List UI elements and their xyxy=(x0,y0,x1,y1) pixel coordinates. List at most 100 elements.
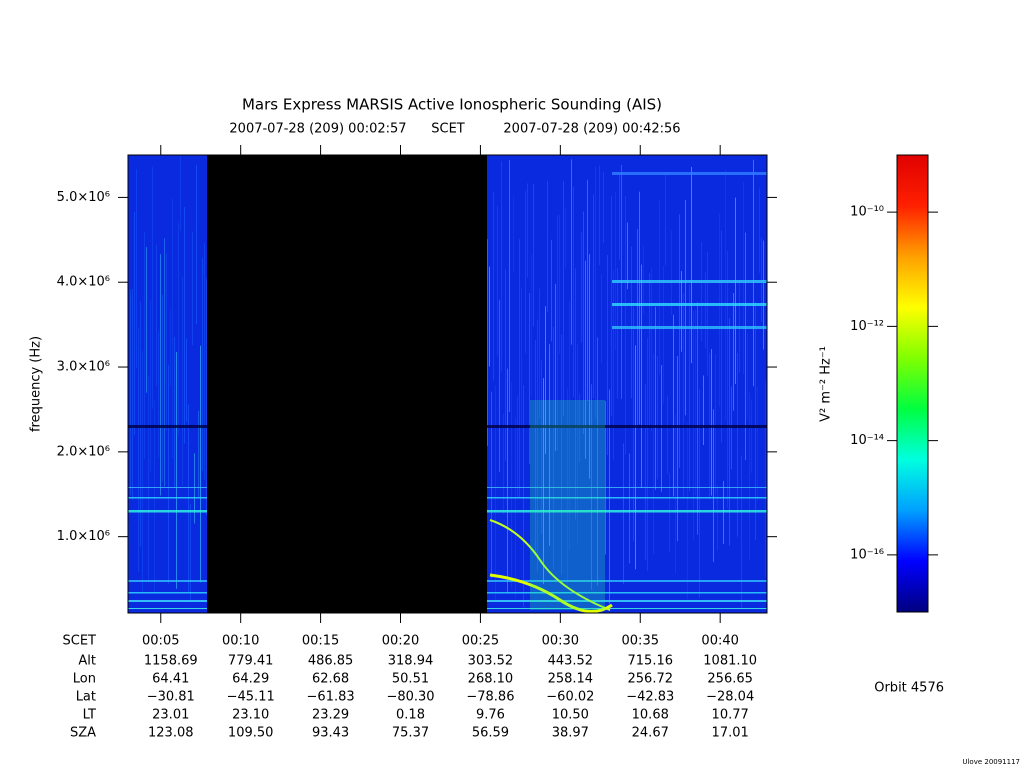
ephemeris-value: −60.02 xyxy=(546,690,594,705)
spectrogram-streak xyxy=(541,360,542,534)
spectrogram-streak xyxy=(665,174,666,266)
spectrogram-streak xyxy=(152,166,153,409)
spectrogram-trace xyxy=(489,573,613,613)
ephemeris-value: 56.59 xyxy=(472,726,509,741)
spectrogram-streak xyxy=(675,414,676,574)
spectrogram-streak xyxy=(503,413,504,514)
colorbar-tick-label: 10⁻¹⁰ xyxy=(850,205,884,220)
spectrogram-streak xyxy=(537,319,538,573)
spectrogram-line xyxy=(612,303,767,306)
plot-frame xyxy=(127,154,768,614)
spectrogram-streak xyxy=(589,254,590,479)
colorbar-label: V² m⁻² Hz⁻¹ xyxy=(819,346,834,422)
spectrogram-streak xyxy=(643,245,644,314)
ephemeris-value: 123.08 xyxy=(148,726,194,741)
colorbar xyxy=(896,154,929,613)
spectrogram-streak xyxy=(158,331,159,458)
x-tick-label: 00:20 xyxy=(382,634,419,649)
spectrogram-streak xyxy=(557,215,558,451)
colorbar-tick-label: 10⁻¹⁶ xyxy=(850,547,884,562)
spectrogram-streak xyxy=(753,159,754,387)
spectrogram-streak xyxy=(727,250,728,508)
spectrogram-streak xyxy=(511,382,512,588)
spectrogram-line xyxy=(612,280,767,283)
spectrogram-streak xyxy=(629,453,630,564)
spectrogram-streak xyxy=(635,345,636,570)
spectrogram-streak xyxy=(545,306,546,454)
spectrogram-streak xyxy=(493,191,494,381)
spectrogram-streak xyxy=(539,288,540,419)
spectrogram-streak xyxy=(653,353,654,555)
spectrogram-streak xyxy=(206,278,207,516)
spectrogram-streak xyxy=(523,385,524,607)
spectrogram-streak xyxy=(659,200,660,376)
ephemeris-value: 1081.10 xyxy=(703,654,757,669)
spectrogram-streak xyxy=(699,388,700,598)
spectrogram-streak xyxy=(571,159,572,345)
credit: Ulove 20091117 xyxy=(962,758,1020,766)
y-tick-label: 4.0×10⁶ xyxy=(57,275,110,290)
spectrogram-streak xyxy=(519,239,520,498)
ephemeris-label: LT xyxy=(83,708,96,723)
spectrogram-streak xyxy=(655,306,656,490)
ephemeris-value: 256.72 xyxy=(628,672,674,687)
ephemeris-value: 10.68 xyxy=(632,708,669,723)
spectrogram-trace xyxy=(489,519,611,611)
spectrogram-streak xyxy=(747,333,748,419)
spectrogram-streak xyxy=(579,393,580,463)
spectrogram-streak xyxy=(551,239,552,342)
spectrogram-streak xyxy=(745,232,746,461)
spectrogram-streak xyxy=(669,472,670,553)
spectrogram-streak xyxy=(140,301,141,547)
spectrogram-streak xyxy=(639,191,640,425)
spectrogram-streak xyxy=(625,195,626,455)
time-system: SCET xyxy=(431,122,465,137)
spectrogram-streak xyxy=(487,239,488,447)
spectrogram-streak xyxy=(587,179,588,401)
spectrogram-streak xyxy=(751,399,752,473)
spectrogram-streak xyxy=(725,170,726,421)
spectrogram-streak xyxy=(150,300,151,473)
spectrogram-streak xyxy=(607,255,608,456)
y-tick-label: 1.0×10⁶ xyxy=(57,529,110,544)
spectrogram-streak xyxy=(198,410,199,497)
spectrogram-streak xyxy=(741,455,742,609)
spectrogram-streak xyxy=(679,214,680,468)
ephemeris-value: 50.51 xyxy=(392,672,429,687)
spectrogram-streak xyxy=(631,246,632,399)
spectrogram-streak xyxy=(697,302,698,535)
spectrogram-streak xyxy=(645,384,646,560)
ephemeris-value: −45.11 xyxy=(227,690,275,705)
spectrogram-streak xyxy=(535,340,536,556)
ephemeris-value: −78.86 xyxy=(466,690,514,705)
spectrogram-glow xyxy=(530,400,605,610)
spectrogram-streak xyxy=(533,183,534,327)
spectrogram-streak xyxy=(547,180,548,313)
spectrogram-streak xyxy=(595,166,596,418)
y-tick-label: 5.0×10⁶ xyxy=(57,190,110,205)
spectrogram-streak xyxy=(192,231,193,346)
spectrogram-streak xyxy=(695,309,696,496)
spectrogram-streak xyxy=(200,345,201,583)
data-gap xyxy=(207,155,487,613)
ephemeris-label: Alt xyxy=(78,654,96,669)
spectrogram-streak xyxy=(705,271,706,349)
spectrogram-streak xyxy=(749,392,750,561)
spectrogram-streak xyxy=(755,302,756,541)
y-axis-label: frequency (Hz) xyxy=(29,336,44,432)
spectrogram-streak xyxy=(136,168,137,369)
spectrogram-streak xyxy=(180,155,181,231)
ephemeris-label: Lat xyxy=(76,690,96,705)
spectrogram-streak xyxy=(651,268,652,432)
spectrogram-line xyxy=(612,326,767,329)
spectrogram-streak xyxy=(577,343,578,545)
spectrogram-streak xyxy=(761,237,762,322)
ephemeris-value: 93.43 xyxy=(312,726,349,741)
colorbar-tick-label: 10⁻¹⁴ xyxy=(850,433,884,448)
spectrogram-streak xyxy=(717,484,718,551)
ephemeris-value: 443.52 xyxy=(548,654,594,669)
spectrogram-streak xyxy=(657,355,658,480)
spectrogram-streak xyxy=(605,401,606,555)
spectrogram-streak xyxy=(685,200,686,416)
